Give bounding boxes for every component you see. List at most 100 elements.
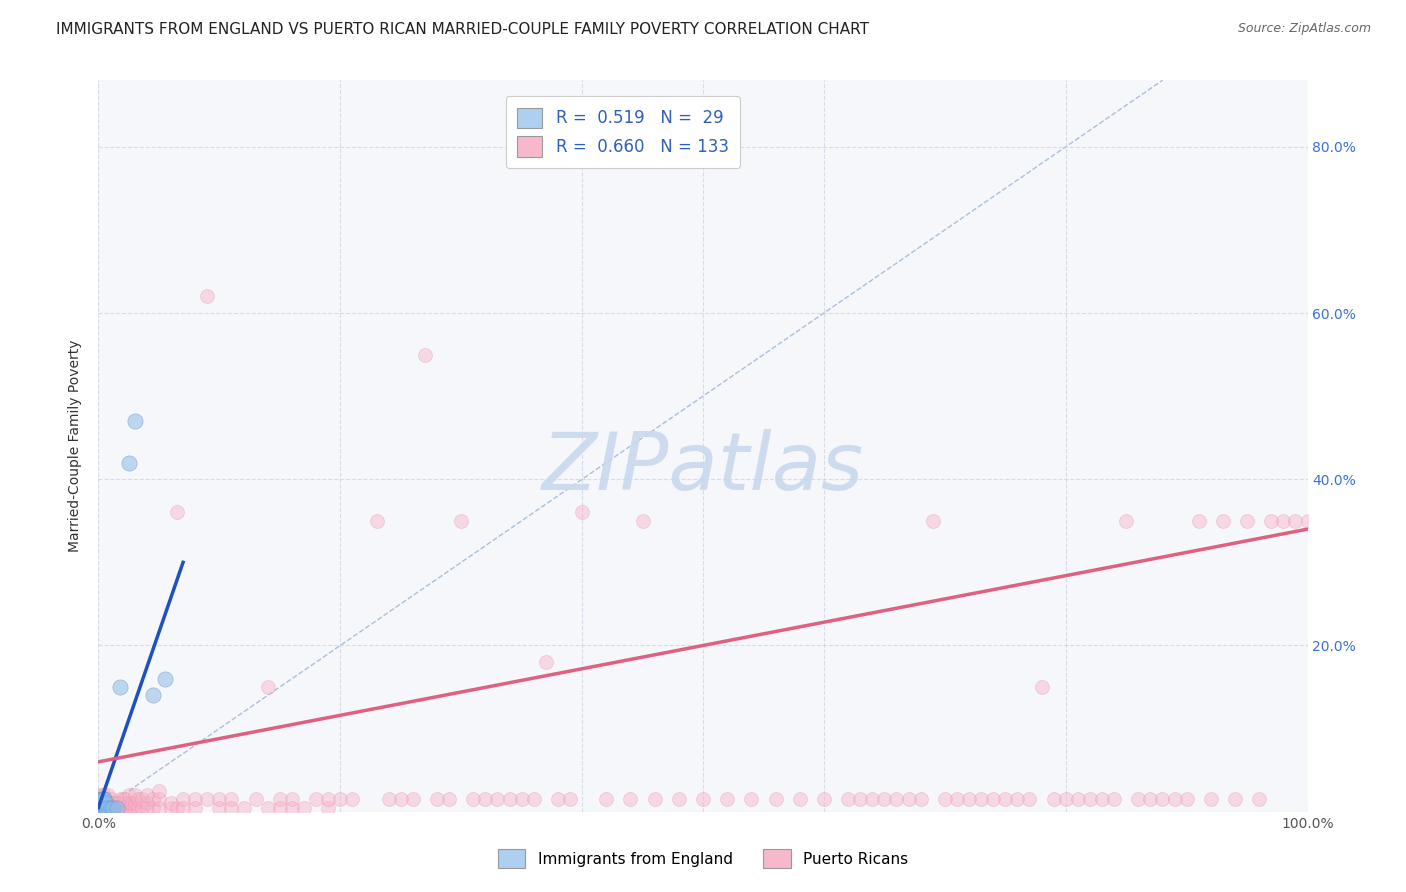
- Point: [142, 800, 165, 814]
- Point: [90, 797, 112, 811]
- Point: [104, 797, 127, 811]
- Point: [160, 797, 183, 811]
- Point: [90, 788, 112, 802]
- Point: [91, 798, 114, 813]
- Point: [970, 792, 993, 806]
- Point: [166, 506, 188, 520]
- Point: [124, 414, 146, 428]
- Point: [644, 792, 666, 806]
- Point: [114, 792, 136, 806]
- Text: IMMIGRANTS FROM ENGLAND VS PUERTO RICAN MARRIED-COUPLE FAMILY POVERTY CORRELATIO: IMMIGRANTS FROM ENGLAND VS PUERTO RICAN …: [56, 22, 869, 37]
- Point: [849, 792, 872, 806]
- Point: [1152, 792, 1174, 806]
- Point: [1284, 514, 1306, 528]
- Point: [1078, 792, 1101, 806]
- Point: [89, 792, 111, 806]
- Point: [813, 792, 835, 806]
- Point: [789, 792, 811, 806]
- Point: [121, 797, 143, 811]
- Point: [450, 514, 472, 528]
- Point: [1042, 792, 1064, 806]
- Point: [94, 800, 117, 814]
- Point: [886, 792, 908, 806]
- Point: [91, 792, 114, 806]
- Point: [89, 798, 111, 813]
- Point: [571, 506, 593, 520]
- Point: [619, 792, 641, 806]
- Text: ZIPatlas: ZIPatlas: [541, 429, 865, 507]
- Point: [910, 792, 932, 806]
- Point: [716, 792, 738, 806]
- Point: [91, 797, 114, 811]
- Point: [208, 800, 231, 814]
- Legend: R =  0.519   N =  29, R =  0.660   N = 133: R = 0.519 N = 29, R = 0.660 N = 133: [506, 96, 741, 169]
- Point: [90, 800, 112, 814]
- Point: [595, 792, 617, 806]
- Point: [111, 797, 134, 811]
- Point: [377, 792, 399, 806]
- Point: [1139, 792, 1161, 806]
- Point: [94, 797, 117, 811]
- Point: [118, 456, 141, 470]
- Point: [101, 797, 124, 811]
- Point: [127, 792, 149, 806]
- Point: [91, 800, 114, 814]
- Point: [1260, 514, 1282, 528]
- Point: [195, 792, 218, 806]
- Point: [1007, 792, 1029, 806]
- Point: [100, 800, 122, 814]
- Point: [135, 788, 157, 802]
- Point: [1115, 514, 1137, 528]
- Point: [474, 792, 496, 806]
- Point: [90, 798, 112, 813]
- Point: [91, 797, 114, 811]
- Point: [142, 792, 165, 806]
- Point: [486, 792, 509, 806]
- Point: [94, 792, 117, 806]
- Point: [873, 792, 896, 806]
- Point: [292, 800, 315, 814]
- Point: [1236, 514, 1258, 528]
- Point: [172, 792, 194, 806]
- Point: [981, 792, 1004, 806]
- Point: [89, 797, 111, 811]
- Point: [100, 792, 122, 806]
- Point: [837, 792, 859, 806]
- Point: [1296, 514, 1319, 528]
- Point: [510, 792, 533, 806]
- Point: [111, 800, 134, 814]
- Point: [108, 792, 131, 806]
- Point: [97, 788, 120, 802]
- Point: [897, 792, 920, 806]
- Point: [104, 800, 127, 814]
- Point: [93, 788, 115, 802]
- Y-axis label: Married-Couple Family Poverty: Married-Couple Family Poverty: [69, 340, 83, 552]
- Point: [269, 792, 291, 806]
- Point: [1223, 792, 1246, 806]
- Point: [160, 800, 183, 814]
- Point: [668, 792, 690, 806]
- Point: [1175, 792, 1198, 806]
- Point: [316, 792, 339, 806]
- Point: [89, 800, 111, 814]
- Point: [232, 800, 254, 814]
- Point: [101, 800, 124, 814]
- Point: [256, 800, 278, 814]
- Point: [97, 797, 120, 811]
- Point: [389, 792, 412, 806]
- Point: [97, 800, 120, 814]
- Point: [91, 800, 114, 814]
- Point: [221, 800, 243, 814]
- Point: [118, 797, 141, 811]
- Point: [402, 792, 425, 806]
- Point: [153, 672, 176, 686]
- Point: [90, 792, 112, 806]
- Point: [208, 792, 231, 806]
- Point: [172, 800, 194, 814]
- Point: [90, 798, 112, 813]
- Point: [105, 800, 128, 814]
- Point: [118, 800, 141, 814]
- Point: [269, 800, 291, 814]
- Point: [93, 800, 115, 814]
- Point: [135, 797, 157, 811]
